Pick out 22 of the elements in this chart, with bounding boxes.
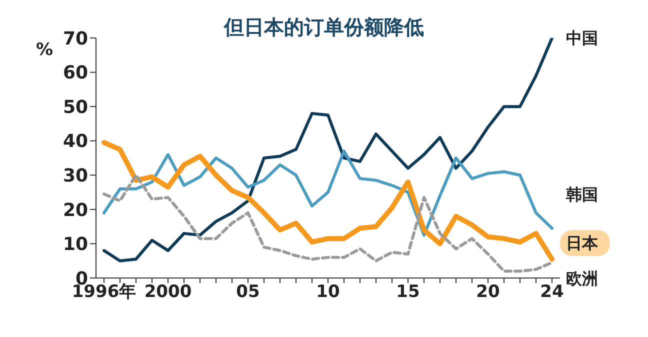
y-axis-title: % [36,40,54,60]
line-series [102,174,554,273]
x-tick-label: 15 [396,282,420,302]
y-tick-label: 70 [62,28,88,50]
series-label: 欧洲 [566,269,598,288]
chart-title: 但日本的订单份额降低 [224,15,424,39]
x-tick-label: 2000 [144,282,192,302]
y-tick-label: 30 [62,166,88,187]
y-tick-label: 20 [62,200,88,221]
x-tick-label: 24 [540,282,564,302]
y-tick-label: 40 [62,131,88,152]
series-label: 中国 [566,28,598,48]
x-tick-label: 20 [476,282,500,302]
x-tick-label: 05 [236,282,260,302]
y-tick-label: 10 [62,234,88,256]
line-series [102,38,554,262]
series-label: 韩国 [565,184,598,204]
series-label: 日本 [566,234,599,253]
line-series [102,150,554,237]
y-tick-label: 60 [62,62,88,84]
y-tick-label: 50 [62,96,88,118]
x-tick-label: 10 [316,282,340,302]
